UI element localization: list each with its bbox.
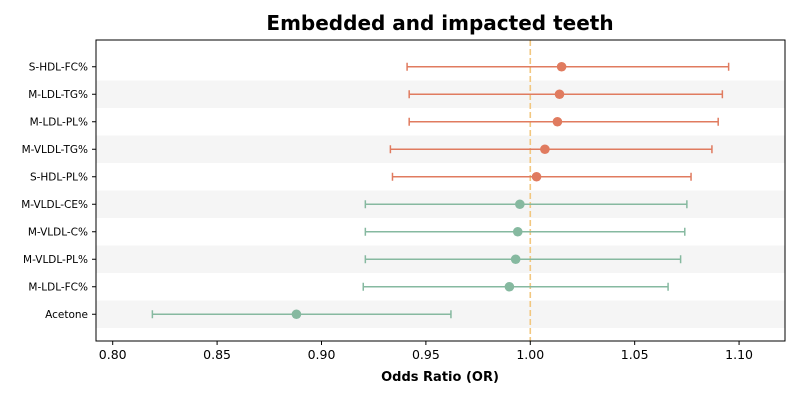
or-point [556,61,567,72]
y-tick-label: M-LDL-PL% [30,117,88,129]
x-axis-label: Odds Ratio (OR) [381,370,499,385]
or-point [512,226,523,237]
y-tick-label: M-LDL-TG% [28,89,88,101]
plot-frame [95,39,786,342]
y-tick-label: Acetone [45,309,88,321]
chart-title: Embedded and impacted teeth [266,11,613,35]
or-point [554,89,565,100]
or-point [291,309,302,320]
x-tick-label: 0.95 [412,347,440,362]
y-tick-label: S-HDL-PL% [30,172,88,184]
or-point [552,116,563,127]
y-tick-label: M-LDL-FC% [28,282,88,294]
data-marks [151,61,730,320]
x-tick-label: 1.10 [725,347,753,362]
y-tick-label: M-VLDL-TG% [22,144,88,156]
x-tick-label: 1.00 [516,347,544,362]
x-tick-label: 0.90 [308,347,336,362]
x-axis: 0.80 0.85 0.90 0.95 1.00 1.05 1.10 [99,341,753,362]
y-axis: S-HDL-FC% M-LDL-TG% M-LDL-PL% M-VLDL-TG% S-H… [21,62,96,321]
y-tick-label: M-VLDL-PL% [23,254,88,266]
or-point [515,199,525,210]
or-point [540,144,550,155]
y-tick-label: S-HDL-FC% [29,62,88,74]
x-tick-label: 0.85 [203,347,231,362]
or-point [531,171,542,182]
or-point [504,281,515,292]
y-tick-label: M-VLDL-C% [28,227,88,239]
x-tick-label: 1.05 [621,347,649,362]
x-tick-label: 0.80 [99,347,127,362]
or-point [510,254,521,265]
y-tick-label: M-VLDL-CE% [21,199,88,211]
